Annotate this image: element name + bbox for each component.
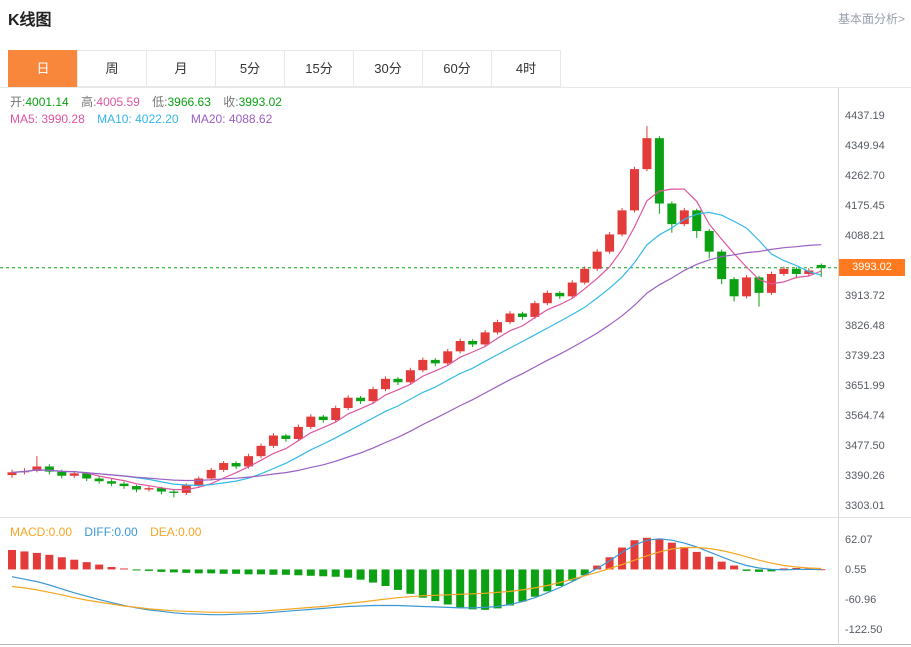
period-tab-4hour[interactable]: 4时 bbox=[491, 50, 561, 87]
macd-axis: 62.07 0.55 -60.96 -122.50 bbox=[845, 534, 882, 636]
page-title: K线图 bbox=[8, 12, 52, 29]
svg-text:3739.23: 3739.23 bbox=[845, 350, 885, 362]
svg-text:3651.99: 3651.99 bbox=[845, 380, 885, 392]
ma20-value: 4088.62 bbox=[228, 112, 273, 126]
open-label: 开: bbox=[10, 95, 26, 109]
period-tab-day[interactable]: 日 bbox=[8, 50, 78, 87]
period-tab-month[interactable]: 月 bbox=[146, 50, 216, 87]
high-value: 4005.59 bbox=[96, 95, 140, 109]
dea-line bbox=[11, 546, 822, 613]
period-tab-30min[interactable]: 30分 bbox=[353, 50, 423, 87]
open-value: 4001.14 bbox=[25, 95, 69, 109]
svg-text:4262.70: 4262.70 bbox=[845, 170, 885, 182]
tabbar-divider bbox=[0, 87, 911, 88]
ma5-value: 3990.28 bbox=[41, 112, 85, 126]
candles-layer bbox=[7, 126, 826, 498]
current-price-tag: 3993.02 bbox=[839, 258, 905, 276]
ma5-label: MA5: bbox=[10, 112, 39, 126]
ma10-line bbox=[11, 211, 822, 487]
svg-text:3913.72: 3913.72 bbox=[845, 290, 885, 302]
chart-borders bbox=[0, 88, 911, 645]
diff-line bbox=[11, 538, 822, 616]
macd-histogram bbox=[8, 537, 826, 610]
high-label: 高: bbox=[81, 95, 97, 109]
svg-text:4349.94: 4349.94 bbox=[845, 140, 885, 152]
ma5-line bbox=[11, 188, 822, 491]
dea-label: DEA: bbox=[150, 525, 179, 539]
kline-chart-svg[interactable]: 4437.19 4349.94 4262.70 4175.45 4088.21 3913.… bbox=[0, 88, 911, 645]
period-tab-60min[interactable]: 60分 bbox=[422, 50, 492, 87]
macd-label: MACD: bbox=[10, 525, 49, 539]
svg-text:0.55: 0.55 bbox=[845, 564, 866, 576]
svg-text:4175.45: 4175.45 bbox=[845, 200, 885, 212]
ma20-line bbox=[11, 244, 822, 482]
dea-value: 0.00 bbox=[178, 525, 202, 539]
close-label: 收: bbox=[223, 95, 239, 109]
low-value: 3966.63 bbox=[167, 95, 211, 109]
macd-readout: MACD:0.00 DIFF:0.00 DEA:0.00 bbox=[10, 525, 210, 539]
svg-text:3303.01: 3303.01 bbox=[845, 500, 885, 512]
ma10-label: MA10: bbox=[97, 112, 132, 126]
svg-text:3564.74: 3564.74 bbox=[845, 410, 885, 422]
ma20-label: MA20: bbox=[190, 112, 226, 126]
svg-text:3390.26: 3390.26 bbox=[845, 470, 885, 482]
svg-text:3826.48: 3826.48 bbox=[845, 320, 885, 332]
ma-readout: MA5: 3990.28 MA10: 4022.20 MA20: 4088.62 bbox=[10, 112, 281, 126]
low-label: 低: bbox=[152, 95, 168, 109]
period-tab-5min[interactable]: 5分 bbox=[215, 50, 285, 87]
svg-text:-122.50: -122.50 bbox=[845, 624, 882, 636]
ma10-value: 4022.20 bbox=[135, 112, 179, 126]
macd-value: 0.00 bbox=[48, 525, 73, 539]
svg-text:4088.21: 4088.21 bbox=[845, 230, 885, 242]
svg-text:62.07: 62.07 bbox=[845, 534, 873, 546]
period-tab-15min[interactable]: 15分 bbox=[284, 50, 354, 87]
period-tabbar: 日周月 5分 15分 30分 60分 4时 bbox=[8, 50, 561, 87]
svg-text:-60.96: -60.96 bbox=[845, 594, 876, 606]
ohlc-readout: 开:4001.14 高:4005.59 低:3966.63 收:3993.02 bbox=[10, 93, 291, 110]
price-axis: 4437.19 4349.94 4262.70 4175.45 4088.21 3913.… bbox=[845, 110, 885, 512]
fundamental-analysis-link[interactable]: 基本面分析> bbox=[837, 12, 905, 26]
period-tab-week[interactable]: 周 bbox=[77, 50, 147, 87]
close-value: 3993.02 bbox=[238, 95, 282, 109]
diff-value: 0.00 bbox=[114, 525, 138, 539]
diff-label: DIFF: bbox=[84, 525, 115, 539]
svg-text:4437.19: 4437.19 bbox=[845, 110, 885, 122]
chart-area: 4437.19 4349.94 4262.70 4175.45 4088.21 3913.… bbox=[0, 88, 911, 645]
svg-text:3477.50: 3477.50 bbox=[845, 440, 885, 452]
